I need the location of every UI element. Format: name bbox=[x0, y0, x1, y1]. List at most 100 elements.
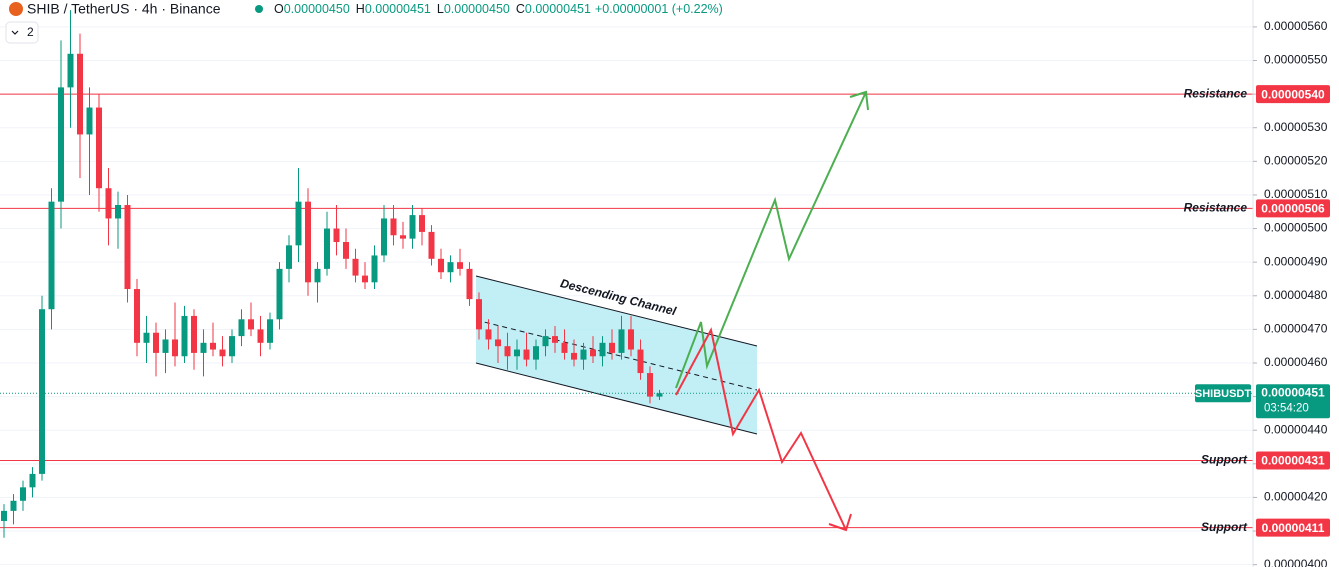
candle-body bbox=[48, 201, 55, 310]
candle-body bbox=[191, 315, 197, 353]
y-tick-label: 0.00000550 bbox=[1264, 53, 1328, 67]
coin-icon bbox=[9, 2, 23, 16]
candle-body bbox=[29, 473, 36, 488]
level-tag bbox=[1256, 518, 1330, 537]
candle-body bbox=[39, 309, 45, 474]
symbol: SHIB / TetherUS · 4h · Binance bbox=[27, 1, 221, 17]
candle-body bbox=[419, 215, 425, 232]
candle-body bbox=[656, 393, 663, 397]
candle-body bbox=[314, 268, 321, 283]
candle-body bbox=[362, 275, 368, 283]
candle-body bbox=[609, 342, 615, 353]
candle-body bbox=[219, 349, 226, 357]
candles bbox=[1, 10, 663, 538]
channel-upper bbox=[475, 275, 758, 347]
level-name: Resistance bbox=[1184, 201, 1248, 215]
ohlc-key: O bbox=[274, 2, 284, 16]
candle-body bbox=[571, 352, 577, 360]
level-name: Support bbox=[1201, 520, 1248, 534]
candle-body bbox=[485, 329, 492, 340]
level-name: Support bbox=[1201, 453, 1248, 467]
candle-body bbox=[542, 336, 549, 347]
candle-body bbox=[248, 319, 254, 330]
candle-body bbox=[504, 346, 511, 357]
price-tag bbox=[1256, 384, 1330, 419]
candle-body bbox=[267, 319, 273, 343]
level-tag-label: 0.00000411 bbox=[1262, 521, 1325, 535]
candle-body bbox=[495, 339, 501, 347]
candle-body bbox=[381, 218, 387, 256]
candle-body bbox=[390, 218, 397, 236]
candle-body bbox=[229, 336, 235, 357]
ohlc: O0.00000450 H0.00000451 L0.00000450 C0.0000… bbox=[274, 2, 723, 16]
y-tick-label: 0.00000400 bbox=[1264, 557, 1328, 567]
y-tick-label: 0.00000440 bbox=[1264, 422, 1328, 436]
candle-body bbox=[58, 87, 64, 202]
bull-projection bbox=[675, 91, 867, 389]
y-tick-label: 0.00000520 bbox=[1264, 153, 1328, 167]
indicator-toggle[interactable] bbox=[5, 21, 39, 44]
candle-body bbox=[343, 241, 349, 259]
level-tag bbox=[1256, 199, 1330, 218]
candle-body bbox=[352, 258, 359, 276]
level-tag-label: 0.00000540 bbox=[1261, 87, 1325, 101]
level-tag-label: 0.00000506 bbox=[1261, 202, 1325, 216]
candle-body bbox=[86, 107, 93, 135]
candle-body bbox=[476, 299, 482, 330]
y-tick-label: 0.00000500 bbox=[1264, 221, 1328, 235]
price-tag-label: 0.00000451 bbox=[1261, 385, 1325, 399]
candle-body bbox=[200, 342, 207, 353]
candle-body bbox=[628, 329, 634, 350]
candle-body bbox=[618, 329, 625, 353]
channel-lower bbox=[475, 362, 758, 435]
ohlc-value: 0.00000451 bbox=[365, 2, 431, 16]
candle-body bbox=[115, 205, 121, 219]
candle-body bbox=[143, 332, 150, 343]
candle-body bbox=[276, 268, 283, 320]
ohlc-value: 0.00000450 bbox=[444, 2, 510, 16]
candle-body bbox=[552, 336, 558, 343]
candle-body bbox=[457, 262, 463, 269]
channel-mid bbox=[475, 319, 758, 391]
candle-body bbox=[210, 342, 216, 350]
candle-body bbox=[172, 339, 178, 357]
level-name: Resistance bbox=[1184, 86, 1248, 100]
y-tick-label: 0.00000420 bbox=[1264, 490, 1328, 504]
candle-body bbox=[153, 332, 159, 353]
candle-body bbox=[466, 268, 473, 300]
grid bbox=[0, 26, 1253, 566]
y-tick-label: 0.00000470 bbox=[1264, 322, 1328, 336]
candle-body bbox=[523, 349, 530, 360]
candle-body bbox=[447, 262, 454, 273]
candle-body bbox=[590, 349, 596, 357]
candle-body bbox=[647, 373, 653, 397]
indicator-count: 2 bbox=[27, 25, 34, 39]
candle-body bbox=[324, 228, 330, 269]
candle-body bbox=[238, 319, 245, 337]
y-tick-label: 0.00000480 bbox=[1264, 288, 1328, 302]
candle-body bbox=[105, 188, 112, 219]
y-tick-label: 0.00000560 bbox=[1264, 19, 1328, 33]
countdown: 03:54:20 bbox=[1264, 402, 1309, 414]
status-dot bbox=[255, 5, 263, 13]
candle-body bbox=[67, 53, 74, 88]
candle-body bbox=[561, 342, 568, 353]
candle-body bbox=[333, 228, 340, 242]
y-tick-label: 0.00000490 bbox=[1264, 254, 1328, 268]
candle-body bbox=[533, 346, 539, 360]
candle-body bbox=[428, 231, 435, 259]
candle-body bbox=[124, 205, 131, 290]
ohlc-value: 0.00000450 bbox=[284, 2, 350, 16]
candle-body bbox=[20, 487, 26, 501]
level-tag bbox=[1256, 85, 1330, 104]
candle-body bbox=[257, 329, 264, 343]
change: +0.00000001 (+0.22%) bbox=[595, 2, 723, 16]
candle-body bbox=[400, 235, 406, 239]
candle-body bbox=[371, 255, 378, 283]
y-tick-label: 0.00000530 bbox=[1264, 120, 1328, 134]
ohlc-key: C bbox=[516, 2, 525, 16]
candle-body bbox=[1, 510, 7, 521]
bear-arrowhead bbox=[828, 513, 852, 532]
candle-body bbox=[181, 315, 188, 357]
